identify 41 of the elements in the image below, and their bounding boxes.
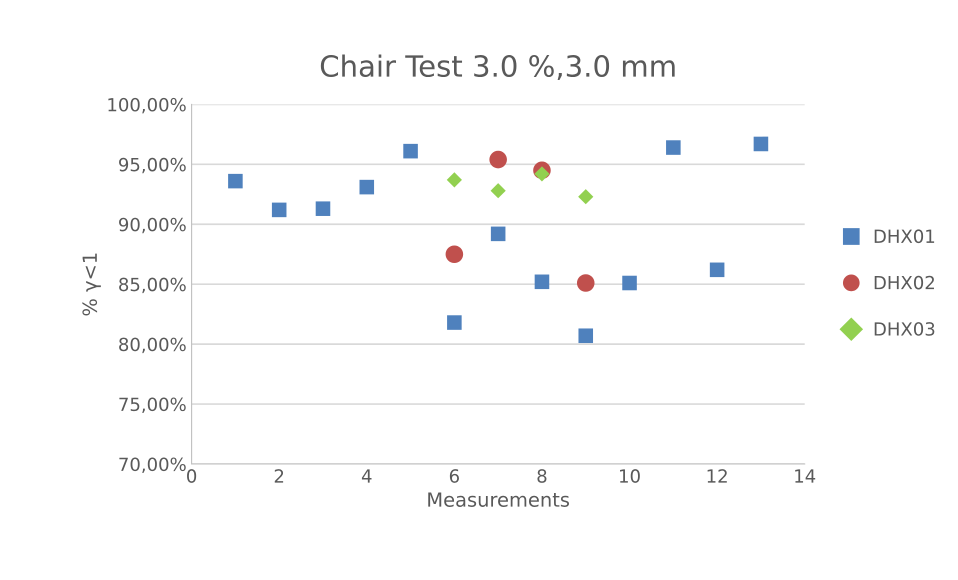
x-tick-label: 14: [795, 469, 816, 483]
point: [578, 328, 594, 344]
x-tick-label: 6: [450, 469, 459, 483]
y-tick-label: 85,00%: [119, 278, 186, 294]
point: [534, 274, 550, 290]
point: [446, 172, 462, 188]
point: [534, 166, 550, 182]
y-axis-title: % γ<1: [82, 254, 101, 316]
point: [578, 189, 594, 204]
x-tick-label: 12: [708, 469, 727, 483]
point: [446, 245, 464, 264]
y-tick-label: 100,00%: [108, 98, 186, 114]
y-tick-label: 70,00%: [119, 457, 186, 473]
x-tick-label: 0: [187, 469, 196, 483]
point: [710, 262, 724, 278]
point: [576, 274, 595, 292]
x-axis-title: Measurements: [428, 492, 570, 507]
point: [754, 136, 768, 152]
point: [316, 201, 330, 216]
y-tick-label: 80,00%: [119, 338, 186, 354]
x-tick-label: 2: [274, 469, 284, 483]
point: [228, 174, 243, 188]
point: [666, 140, 681, 155]
point: [272, 202, 286, 218]
point: [489, 150, 507, 168]
point: [490, 183, 506, 198]
x-tick-label: 10: [620, 469, 640, 483]
point: [359, 180, 374, 194]
y-tick-label: 95,00%: [119, 158, 186, 174]
point: [447, 315, 462, 330]
point: [622, 276, 637, 290]
y-tick-label: 90,00%: [119, 218, 186, 234]
y-tick-label: 75,00%: [119, 398, 186, 414]
point: [490, 226, 506, 242]
x-tick-label: 8: [537, 469, 546, 483]
legend-label: DHX03: [874, 322, 934, 336]
chart-title: Chair Test 3.0 %,3.0 mm: [320, 54, 675, 80]
legend-label: DHX01: [874, 229, 934, 244]
legend-label: DHX02: [874, 276, 934, 290]
point: [403, 144, 418, 158]
x-tick-label: 4: [362, 469, 372, 483]
